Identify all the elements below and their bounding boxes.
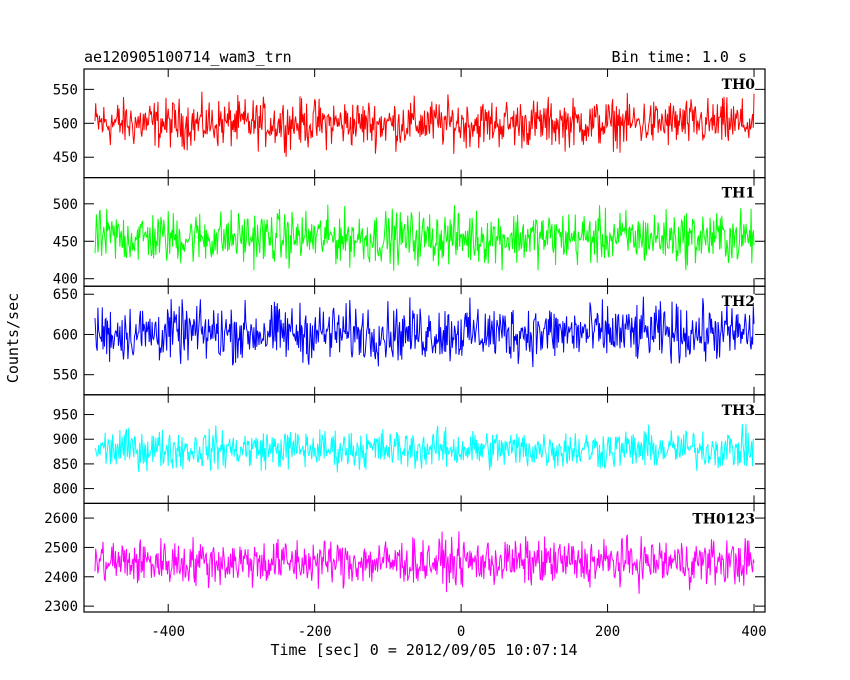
y-tick-label: 550 (53, 368, 78, 384)
y-tick-label: 2600 (44, 511, 78, 527)
series-line-th0 (94, 91, 755, 157)
y-tick-label: 800 (53, 482, 78, 498)
y-tick-label: 900 (53, 432, 78, 448)
y-tick-label: 850 (53, 457, 78, 473)
y-tick-label: 950 (53, 408, 78, 424)
series-label-th0: TH0 (722, 77, 756, 93)
y-tick-label: 2300 (44, 599, 78, 615)
series-label-th3: TH3 (722, 403, 755, 419)
y-tick-label: 450 (53, 234, 78, 250)
y-tick-label: 550 (53, 82, 78, 98)
x-tick-label: 400 (741, 624, 766, 640)
x-tick-label: 200 (595, 624, 620, 640)
y-tick-label: 600 (53, 327, 78, 343)
y-tick-label: 500 (53, 197, 78, 213)
y-tick-label: 650 (53, 287, 78, 303)
y-tick-label: 400 (53, 272, 78, 288)
series-label-th1: TH1 (722, 186, 755, 202)
series-line-th3 (94, 423, 755, 473)
x-tick-label: -400 (151, 624, 185, 640)
series-line-th1 (94, 204, 755, 271)
y-tick-label: 500 (53, 116, 78, 132)
chart-title: ae120905100714_wam3_trn (84, 48, 292, 66)
y-tick-label: 2500 (44, 540, 78, 556)
series-label-th2: TH2 (722, 294, 755, 310)
series-line-th2 (94, 296, 755, 368)
y-tick-label: 2400 (44, 570, 78, 586)
x-axis-label: Time [sec] 0 = 2012/09/05 10:07:14 (270, 641, 577, 659)
panel-frame (83, 502, 766, 613)
x-tick-label: 0 (457, 624, 465, 640)
y-tick-label: 450 (53, 150, 78, 166)
y-axis-label: Counts/sec (4, 293, 22, 383)
series-label-th0123: TH0123 (692, 511, 755, 527)
bin-time-label: Bin time: 1.0 s (612, 48, 747, 66)
x-tick-label: -200 (298, 624, 332, 640)
series-line-th0123 (94, 531, 755, 594)
